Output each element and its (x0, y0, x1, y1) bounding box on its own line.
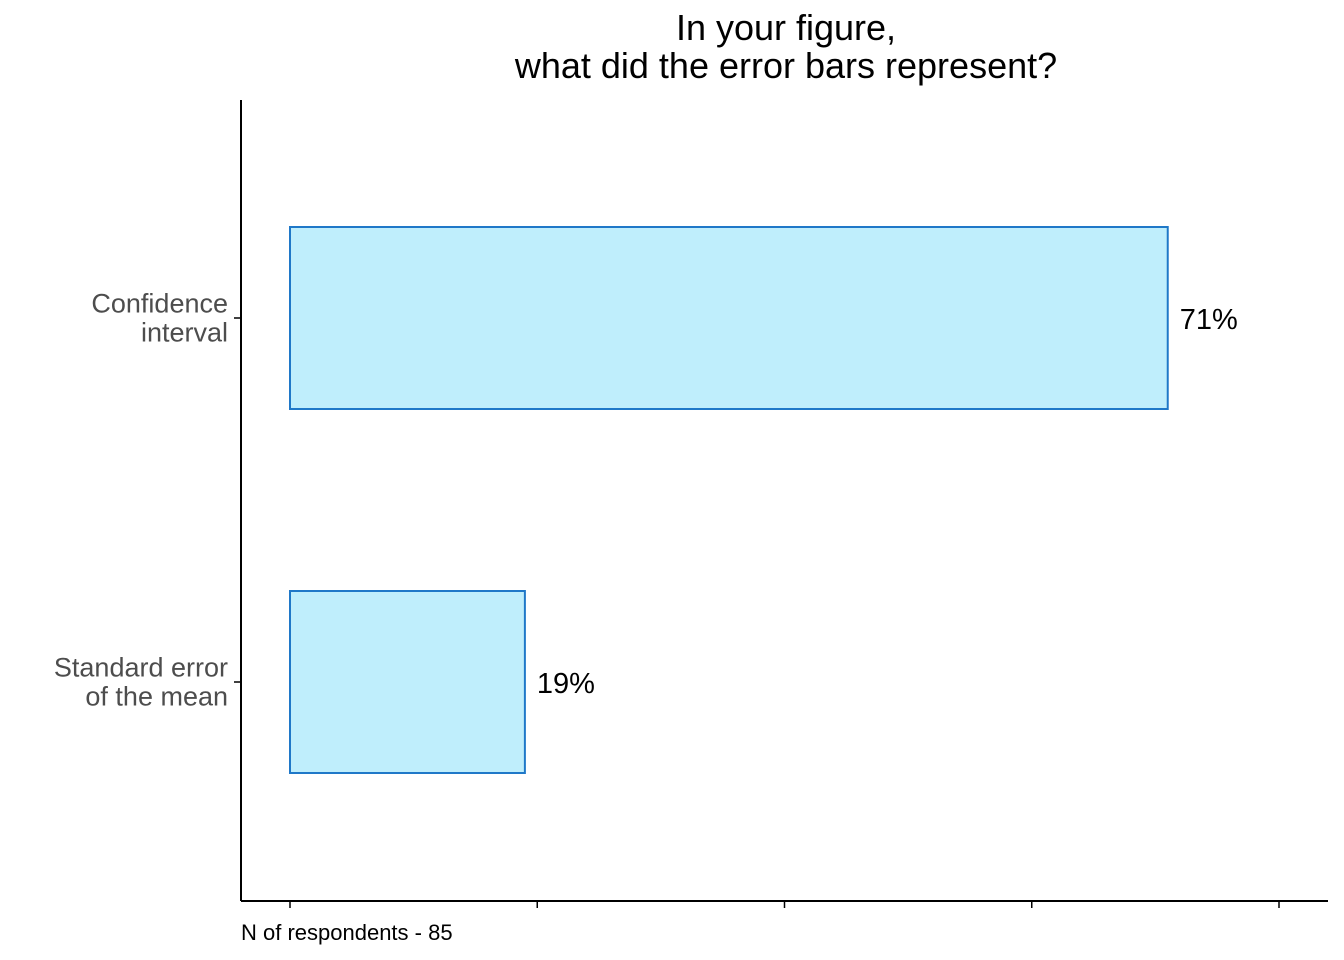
value-label-0: 71% (1180, 304, 1238, 336)
category-label-1-line-0: Standard error (54, 653, 228, 683)
respondents-caption: N of respondents - 85 (241, 920, 453, 945)
chart-title: In your figure, what did the error bars … (514, 7, 1057, 86)
category-label-0-line-0: Confidence (91, 289, 228, 319)
bar-0 (289, 226, 1169, 410)
chart-title-line-2: what did the error bars represent? (514, 45, 1057, 86)
category-label-1-line-1: of the mean (85, 682, 228, 712)
bar-1 (289, 590, 526, 774)
value-label-1: 19% (537, 668, 595, 700)
category-label-0-line-1: interval (141, 318, 228, 348)
chart-title-line-1: In your figure, (676, 7, 896, 48)
